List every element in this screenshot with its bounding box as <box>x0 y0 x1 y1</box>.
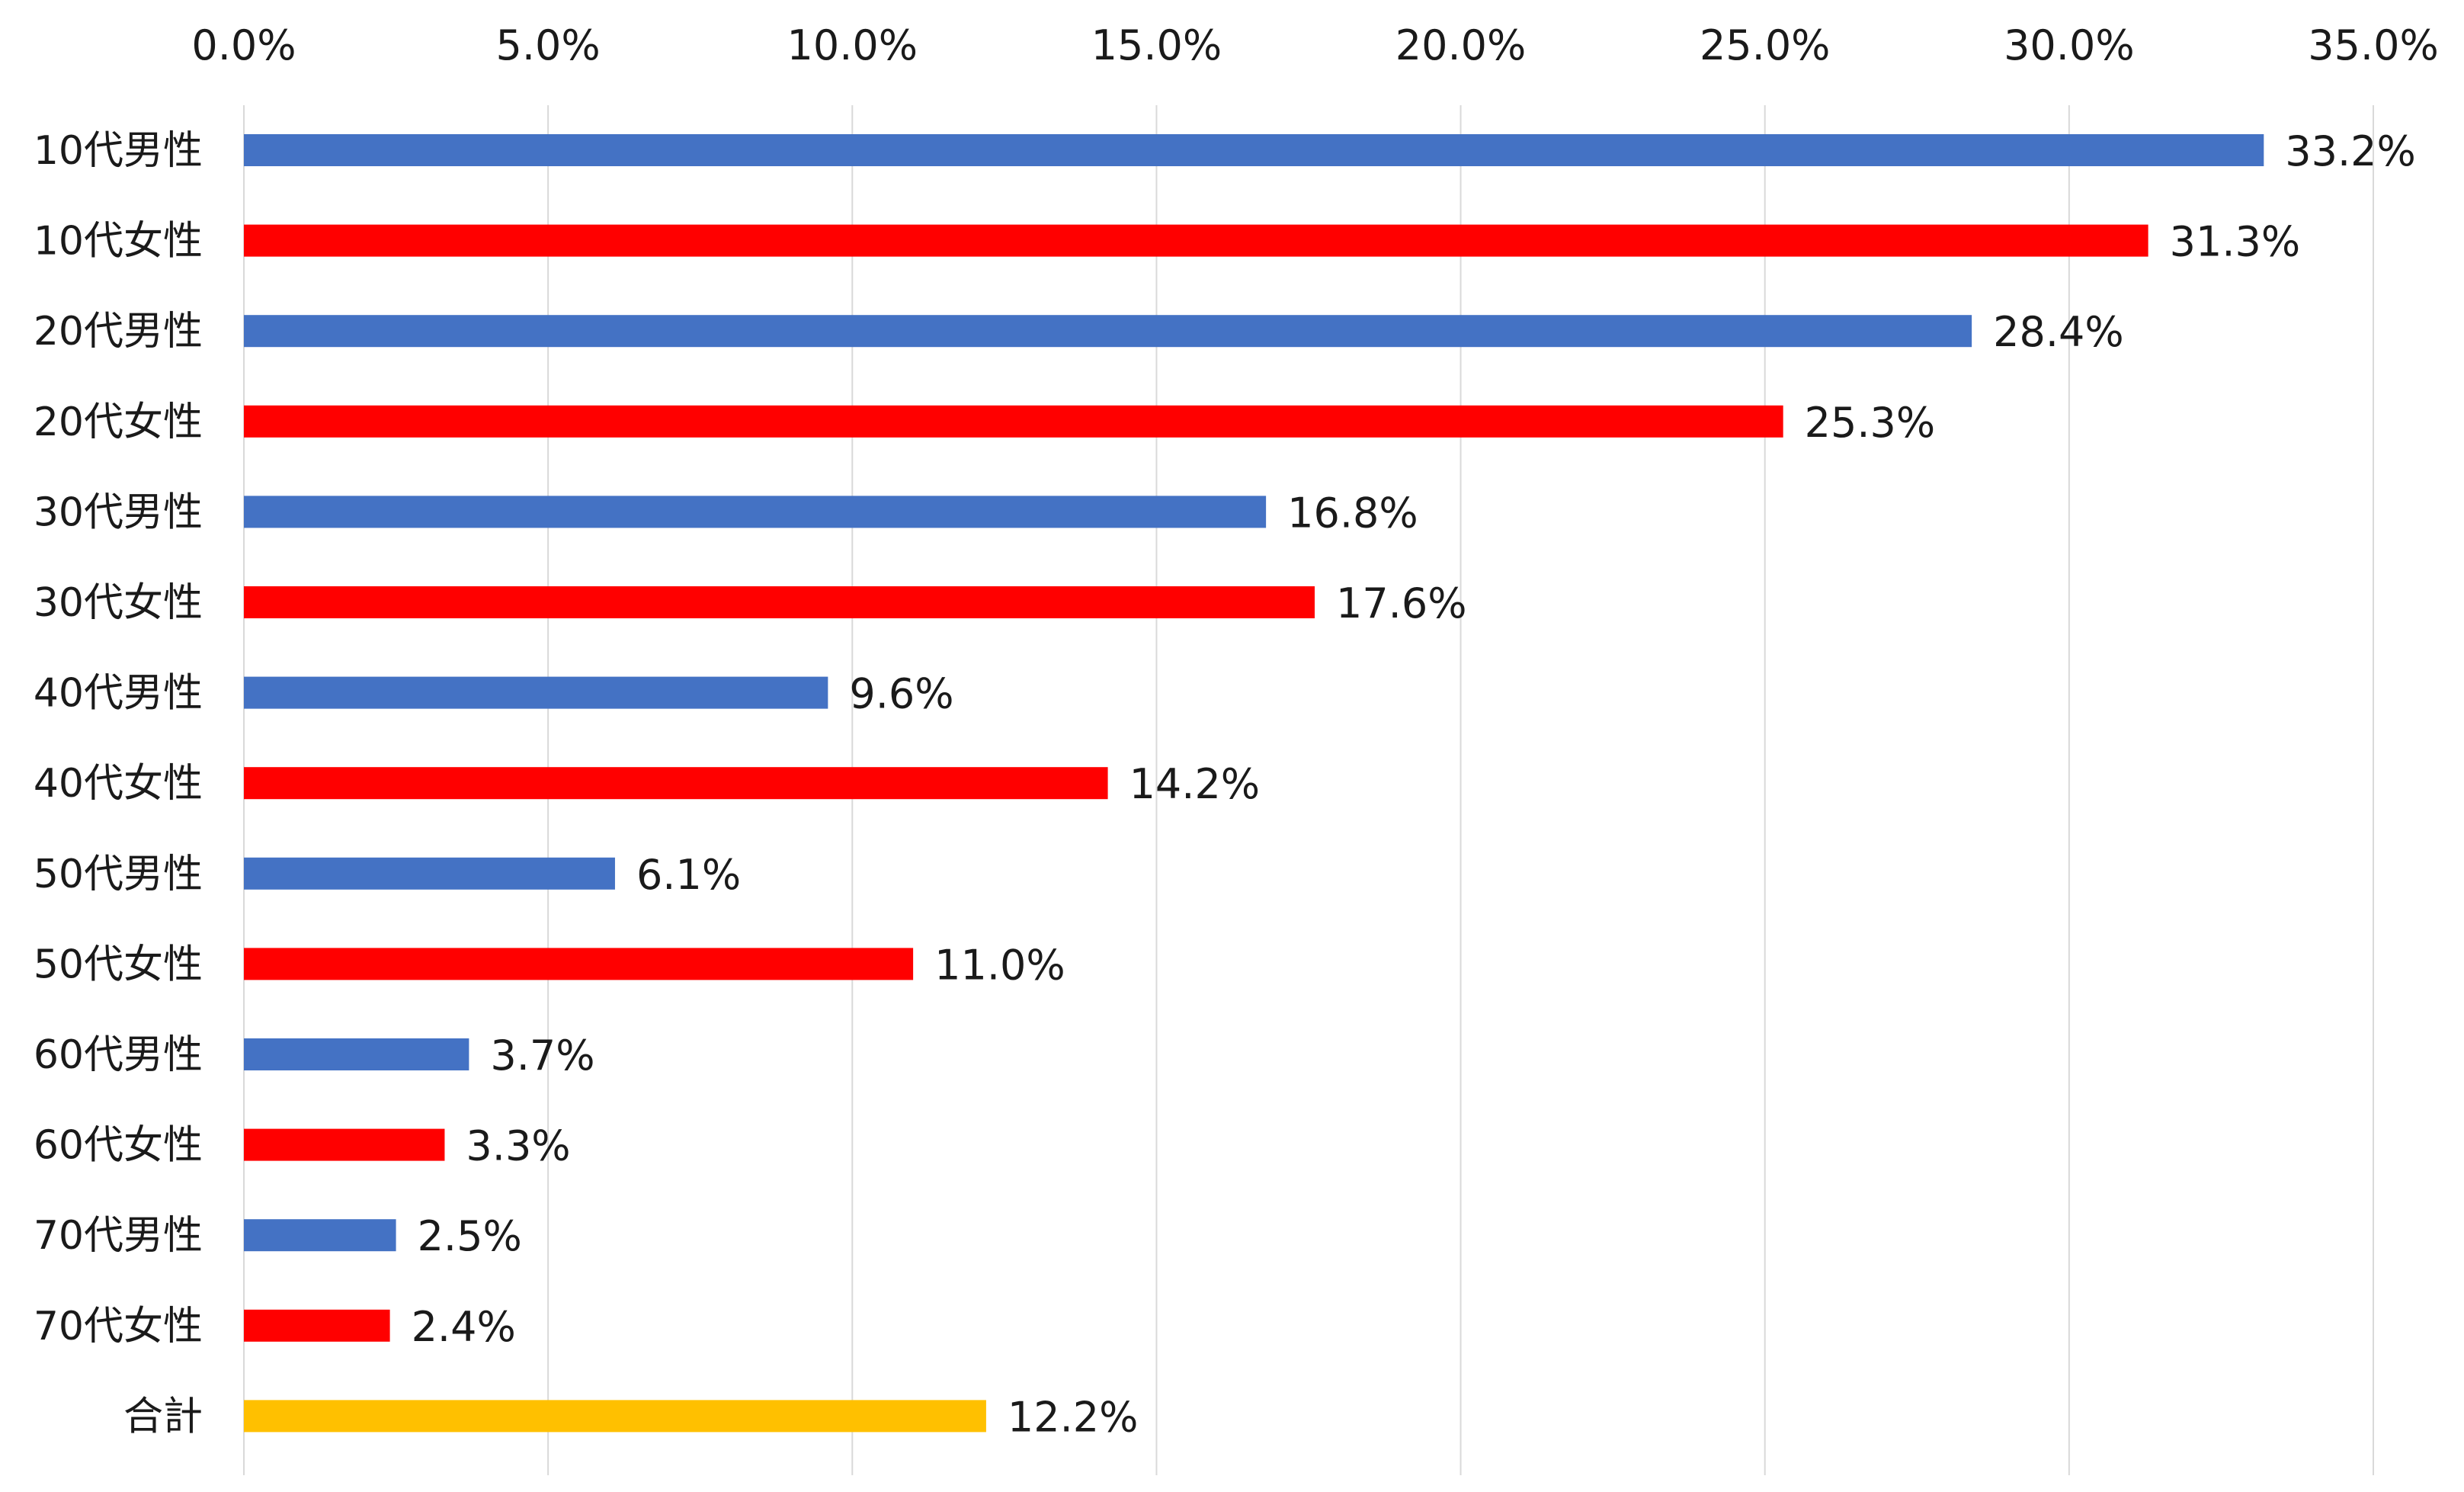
bar <box>244 315 1972 348</box>
category-label: 70代男性 <box>34 1213 203 1259</box>
data-labels: 33.2% 31.3% 28.4% 25.3% 16.8% 17.6% 9.6% 14.2% 6… <box>412 127 2416 1441</box>
data-label: 6.1% <box>636 851 741 899</box>
x-tick-label: 25.0% <box>1700 21 1831 69</box>
category-label: 40代男性 <box>34 671 203 717</box>
data-label: 14.2% <box>1129 760 1261 808</box>
x-tick-label: 30.0% <box>2004 21 2135 69</box>
category-label: 10代女性 <box>34 219 203 265</box>
category-label: 60代女性 <box>34 1123 203 1169</box>
data-label: 9.6% <box>849 670 953 718</box>
category-label: 30代女性 <box>34 580 203 626</box>
bar <box>244 857 615 890</box>
category-label: 60代男性 <box>34 1032 203 1078</box>
bar <box>244 496 1267 528</box>
data-label: 3.3% <box>466 1122 570 1170</box>
x-axis-tick-labels: 0.0% 5.0% 10.0% 15.0% 20.0% 25.0% 30.0% 35.0% <box>191 21 2438 69</box>
bar <box>244 1219 396 1252</box>
bar <box>244 586 1315 618</box>
data-label: 11.0% <box>934 941 1065 989</box>
category-label: 合計 <box>123 1394 203 1439</box>
x-tick-label: 35.0% <box>2308 21 2439 69</box>
bar <box>244 405 1783 438</box>
category-label: 40代女性 <box>34 761 203 807</box>
bar <box>244 767 1108 800</box>
data-label: 12.2% <box>1008 1393 1139 1441</box>
data-label: 28.4% <box>1993 308 2124 356</box>
bar <box>244 948 914 980</box>
bars <box>244 134 2264 1433</box>
bar <box>244 1309 390 1342</box>
x-tick-label: 20.0% <box>1395 21 1527 69</box>
bar <box>244 1400 986 1433</box>
data-label: 16.8% <box>1287 489 1418 537</box>
x-tick-label: 15.0% <box>1091 21 1222 69</box>
bar <box>244 1128 445 1161</box>
category-label: 30代男性 <box>34 489 203 535</box>
x-tick-label: 10.0% <box>787 21 918 69</box>
category-label: 10代男性 <box>34 128 203 174</box>
category-label: 70代女性 <box>34 1304 203 1349</box>
category-label: 50代男性 <box>34 852 203 897</box>
bar <box>244 224 2148 257</box>
bar <box>244 1038 469 1070</box>
data-label: 2.4% <box>412 1303 516 1351</box>
bar <box>244 676 828 709</box>
data-label: 3.7% <box>490 1032 594 1080</box>
category-label: 20代女性 <box>34 399 203 445</box>
bar <box>244 134 2264 166</box>
data-label: 2.5% <box>418 1212 522 1260</box>
x-tick-label: 5.0% <box>496 21 601 69</box>
data-label: 25.3% <box>1805 399 1936 447</box>
data-label: 31.3% <box>2170 218 2301 266</box>
category-label: 50代女性 <box>34 942 203 987</box>
data-label: 33.2% <box>2285 127 2416 175</box>
category-labels: 10代男性 10代女性 20代男性 20代女性 30代男性 30代女性 40代男性 40代女性… <box>34 128 203 1439</box>
x-tick-label: 0.0% <box>191 21 296 69</box>
data-label: 17.6% <box>1336 579 1467 627</box>
category-label: 20代男性 <box>34 309 203 355</box>
